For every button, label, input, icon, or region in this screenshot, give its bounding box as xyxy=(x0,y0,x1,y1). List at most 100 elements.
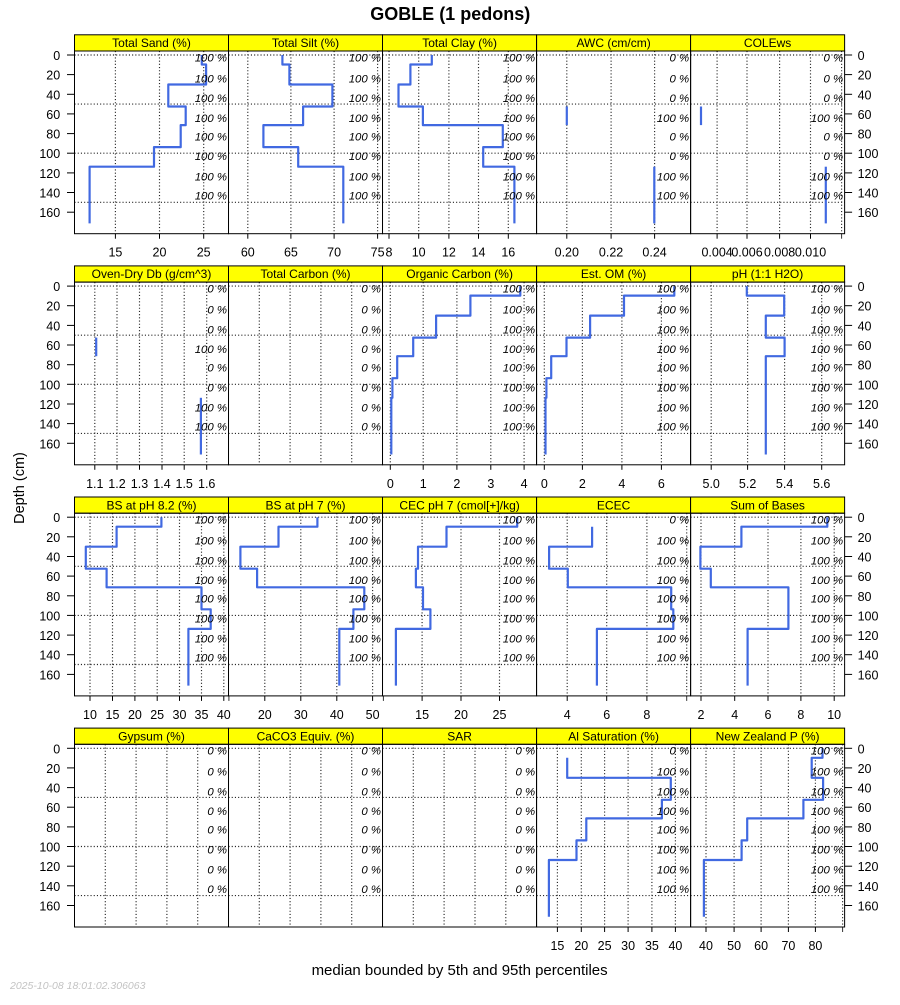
svg-text:0: 0 xyxy=(387,477,394,491)
svg-text:140: 140 xyxy=(858,187,879,201)
svg-text:0 %: 0 % xyxy=(669,151,689,163)
svg-text:100 %: 100 % xyxy=(811,422,843,434)
svg-text:120: 120 xyxy=(858,629,879,643)
svg-text:0: 0 xyxy=(53,49,60,63)
svg-text:14: 14 xyxy=(472,246,486,260)
svg-text:100 %: 100 % xyxy=(349,575,381,587)
svg-text:60: 60 xyxy=(858,108,872,122)
svg-text:140: 140 xyxy=(858,418,879,432)
svg-text:40: 40 xyxy=(330,708,344,722)
svg-text:0 %: 0 % xyxy=(361,787,381,799)
svg-text:0 %: 0 % xyxy=(361,845,381,857)
svg-text:100: 100 xyxy=(858,609,879,623)
svg-text:1.5: 1.5 xyxy=(176,477,193,491)
svg-text:100 %: 100 % xyxy=(811,284,843,296)
svg-text:80: 80 xyxy=(858,590,872,604)
svg-text:80: 80 xyxy=(858,128,872,142)
svg-text:80: 80 xyxy=(858,359,872,373)
svg-text:SAR: SAR xyxy=(447,729,472,743)
svg-text:0.20: 0.20 xyxy=(555,246,579,260)
svg-text:40: 40 xyxy=(46,782,60,796)
svg-text:120: 120 xyxy=(39,629,60,643)
svg-text:0 %: 0 % xyxy=(207,324,227,336)
svg-text:3: 3 xyxy=(487,477,494,491)
svg-text:100 %: 100 % xyxy=(811,594,843,606)
svg-text:10: 10 xyxy=(827,708,841,722)
svg-text:140: 140 xyxy=(39,649,60,663)
svg-text:140: 140 xyxy=(858,649,879,663)
svg-text:100 %: 100 % xyxy=(349,536,381,548)
svg-text:0 %: 0 % xyxy=(361,825,381,837)
svg-text:100 %: 100 % xyxy=(811,191,843,203)
svg-text:80: 80 xyxy=(808,939,822,953)
svg-text:0 %: 0 % xyxy=(361,767,381,779)
svg-text:0 %: 0 % xyxy=(207,746,227,758)
svg-text:0 %: 0 % xyxy=(207,284,227,296)
svg-text:40: 40 xyxy=(46,319,60,333)
svg-text:100 %: 100 % xyxy=(195,344,227,356)
svg-text:100 %: 100 % xyxy=(195,191,227,203)
svg-text:0 %: 0 % xyxy=(515,845,535,857)
svg-text:120: 120 xyxy=(39,167,60,181)
svg-text:0: 0 xyxy=(53,511,60,525)
svg-text:1.1: 1.1 xyxy=(86,477,103,491)
svg-text:100 %: 100 % xyxy=(657,806,689,818)
svg-text:100 %: 100 % xyxy=(657,787,689,799)
svg-text:100 %: 100 % xyxy=(349,171,381,183)
svg-text:12: 12 xyxy=(442,246,456,260)
svg-text:100 %: 100 % xyxy=(195,536,227,548)
svg-text:25: 25 xyxy=(598,939,612,953)
svg-text:0 %: 0 % xyxy=(207,806,227,818)
svg-text:Est. OM (%): Est. OM (%) xyxy=(581,267,646,281)
svg-text:30: 30 xyxy=(621,939,635,953)
svg-text:100 %: 100 % xyxy=(657,191,689,203)
svg-text:100 %: 100 % xyxy=(657,402,689,414)
svg-text:6: 6 xyxy=(658,477,665,491)
svg-text:65: 65 xyxy=(284,246,298,260)
svg-text:100 %: 100 % xyxy=(349,73,381,85)
svg-text:100 %: 100 % xyxy=(349,131,381,143)
svg-text:0: 0 xyxy=(53,280,60,294)
svg-text:100 %: 100 % xyxy=(195,594,227,606)
svg-text:0 %: 0 % xyxy=(515,787,535,799)
svg-text:0 %: 0 % xyxy=(361,363,381,375)
svg-text:140: 140 xyxy=(39,187,60,201)
svg-text:0 %: 0 % xyxy=(207,865,227,877)
svg-text:40: 40 xyxy=(858,88,872,102)
svg-text:25: 25 xyxy=(150,708,164,722)
svg-text:100 %: 100 % xyxy=(349,594,381,606)
svg-text:100 %: 100 % xyxy=(811,555,843,567)
svg-text:100 %: 100 % xyxy=(349,113,381,125)
svg-text:120: 120 xyxy=(858,167,879,181)
svg-text:100 %: 100 % xyxy=(657,575,689,587)
svg-text:5.4: 5.4 xyxy=(776,477,793,491)
svg-text:Total Sand (%): Total Sand (%) xyxy=(112,36,191,50)
svg-text:160: 160 xyxy=(39,668,60,682)
svg-text:100 %: 100 % xyxy=(195,515,227,527)
svg-text:100 %: 100 % xyxy=(657,767,689,779)
svg-text:100 %: 100 % xyxy=(657,284,689,296)
svg-text:100: 100 xyxy=(39,609,60,623)
svg-text:100 %: 100 % xyxy=(657,382,689,394)
svg-text:20: 20 xyxy=(858,531,872,545)
svg-text:Depth (cm): Depth (cm) xyxy=(12,452,28,524)
svg-text:35: 35 xyxy=(645,939,659,953)
svg-text:0: 0 xyxy=(858,511,865,525)
svg-text:100 %: 100 % xyxy=(811,767,843,779)
svg-text:100 %: 100 % xyxy=(503,363,535,375)
svg-text:100 %: 100 % xyxy=(811,402,843,414)
svg-text:100 %: 100 % xyxy=(657,555,689,567)
svg-text:100 %: 100 % xyxy=(503,171,535,183)
svg-text:0 %: 0 % xyxy=(361,284,381,296)
svg-text:60: 60 xyxy=(858,339,872,353)
svg-text:0: 0 xyxy=(858,280,865,294)
svg-text:100 %: 100 % xyxy=(657,324,689,336)
svg-text:100 %: 100 % xyxy=(349,52,381,64)
svg-text:GOBLE (1 pedons): GOBLE (1 pedons) xyxy=(370,4,530,24)
svg-text:Organic Carbon (%): Organic Carbon (%) xyxy=(406,267,513,281)
svg-text:2: 2 xyxy=(453,477,460,491)
svg-text:20: 20 xyxy=(46,531,60,545)
svg-text:120: 120 xyxy=(39,398,60,412)
svg-text:60: 60 xyxy=(241,246,255,260)
svg-text:100 %: 100 % xyxy=(811,613,843,625)
